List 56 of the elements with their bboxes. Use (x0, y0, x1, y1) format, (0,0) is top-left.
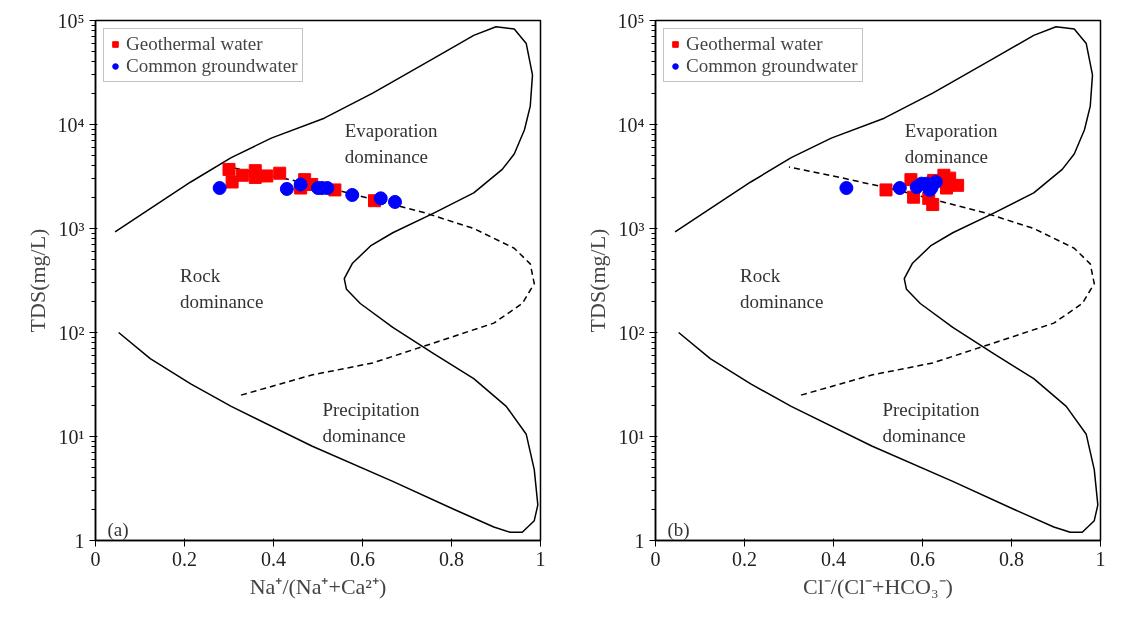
x-tick-label: 1 (535, 547, 546, 570)
point (293, 177, 308, 192)
x-tick-label: 0.8 (439, 547, 464, 570)
y-tick-label: 10¹ (618, 425, 645, 448)
point (212, 181, 227, 196)
point (926, 198, 940, 212)
y-tick-label: 10¹ (58, 425, 85, 448)
annotation: Precipitation dominance (882, 398, 981, 447)
legend-label: Geothermal water (686, 33, 823, 55)
annotation: Evaporation dominance (344, 120, 439, 168)
annotation: Rock dominance (180, 264, 264, 312)
annotation: Rock dominance (740, 264, 824, 312)
x-tick-label: 0.6 (910, 547, 935, 570)
x-tick-label: 0.8 (999, 547, 1024, 570)
x-axis-title: Cl⁻/(Cl⁻+HCO₃⁻) (803, 573, 953, 599)
legend-label: Common groundwater (686, 55, 858, 77)
point (279, 181, 294, 196)
x-axis-title: Na⁺/(Na⁺+Ca²⁺) (249, 573, 387, 599)
x-tick-label: 0 (90, 547, 101, 570)
point (373, 191, 388, 206)
point (225, 175, 239, 189)
annotation: Evaporation dominance (904, 120, 999, 168)
y-tick-label: 10² (58, 321, 85, 344)
x-tick-label: 0.6 (350, 547, 375, 570)
y-tick-label: 10² (618, 321, 645, 344)
x-tick-label: 0.4 (261, 547, 286, 570)
x-tick-label: 0.2 (732, 547, 757, 570)
y-tick-label: 10³ (618, 217, 645, 240)
x-tick-label: 0.4 (821, 547, 846, 570)
y-tick-label: 10⁴ (617, 113, 645, 136)
point (345, 188, 360, 202)
y-axis-title: TDS(mg/L) (584, 228, 610, 333)
y-axis-title: TDS(mg/L) (24, 228, 50, 333)
x-tick-label: 1 (1095, 547, 1106, 570)
point (951, 178, 965, 192)
point (839, 181, 854, 196)
point (260, 169, 274, 183)
point (222, 162, 236, 176)
y-tick-label: 10⁵ (57, 9, 85, 32)
x-tick-label: 0 (650, 547, 661, 570)
annotation: (a) (107, 519, 129, 542)
point (273, 166, 287, 180)
annotation: Precipitation dominance (322, 398, 421, 447)
point (879, 183, 893, 197)
y-tick-label: 10⁵ (617, 9, 645, 32)
legend-label: Common groundwater (126, 55, 298, 77)
point (892, 181, 907, 196)
annotation: (b) (667, 519, 690, 542)
y-tick-label: 10³ (58, 217, 85, 240)
y-tick-label: 1 (74, 529, 85, 552)
point (235, 168, 249, 182)
y-tick-label: 10⁴ (57, 113, 85, 136)
x-tick-label: 0.2 (172, 547, 197, 570)
y-tick-label: 1 (634, 529, 645, 552)
legend-label: Geothermal water (126, 33, 263, 55)
point (387, 194, 402, 209)
